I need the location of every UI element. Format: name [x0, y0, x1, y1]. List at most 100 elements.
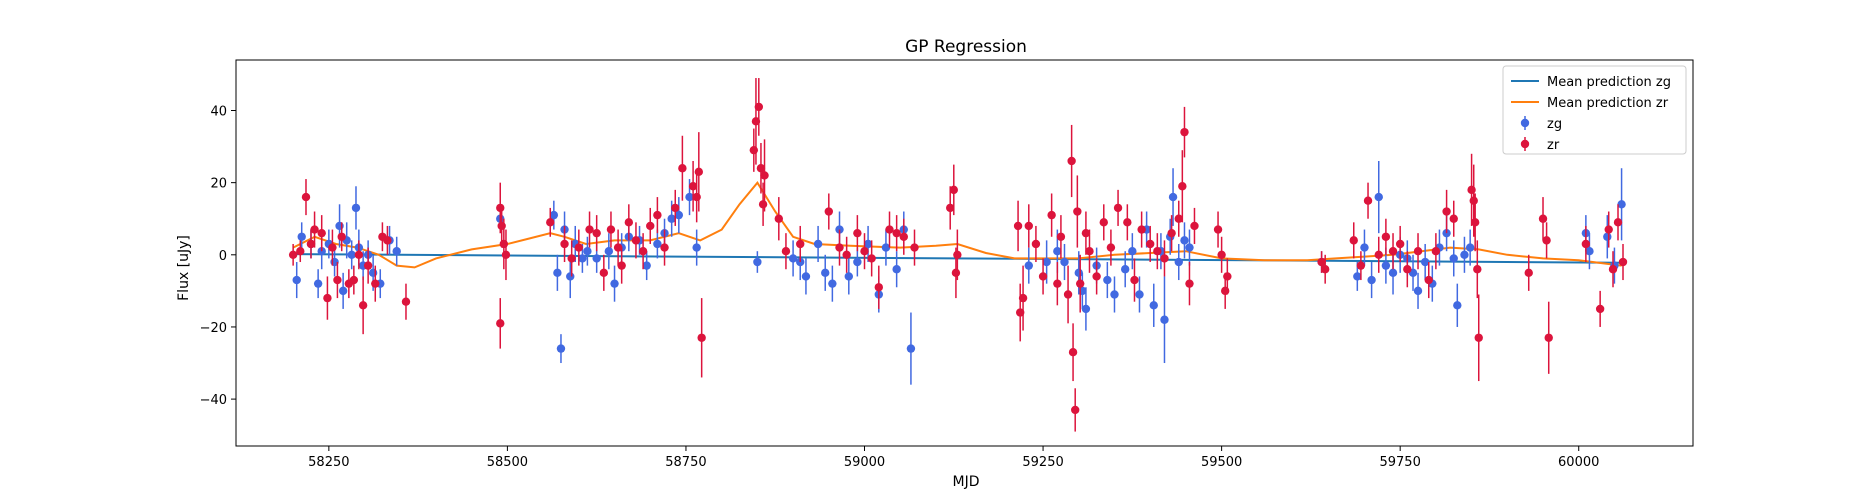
- point-marker: [1113, 203, 1123, 213]
- point-marker: [578, 254, 587, 263]
- point-marker: [624, 218, 634, 227]
- data-point: [1363, 182, 1373, 219]
- data-point: [310, 211, 319, 248]
- data-point: [885, 211, 894, 248]
- point-marker: [631, 236, 641, 245]
- data-point: [1449, 240, 1458, 277]
- data-point: [351, 186, 361, 230]
- y-axis: −40 −20 0 20 40: [200, 105, 236, 408]
- point-marker: [1420, 257, 1430, 267]
- point-marker: [323, 293, 332, 303]
- y-tick-label: 40: [210, 105, 227, 120]
- data-point: [1617, 168, 1626, 241]
- legend-marker-swatch: [1520, 139, 1530, 149]
- point-marker: [1092, 272, 1101, 281]
- data-point: [617, 247, 626, 284]
- point-marker: [1110, 290, 1119, 299]
- point-marker: [301, 192, 311, 202]
- data-point: [1167, 215, 1176, 252]
- data-point: [1160, 276, 1169, 364]
- point-marker: [1063, 290, 1073, 299]
- point-marker: [749, 145, 759, 155]
- data-point: [1608, 251, 1618, 288]
- point-marker: [885, 225, 894, 234]
- data-point: [606, 211, 616, 248]
- data-point: [1356, 251, 1366, 281]
- plot-frame: [235, 59, 1694, 447]
- point-marker: [392, 246, 401, 256]
- point-marker: [583, 246, 592, 256]
- point-marker: [946, 203, 955, 213]
- data-point: [1060, 243, 1069, 281]
- point-marker: [1542, 236, 1551, 245]
- data-point: [1178, 150, 1187, 223]
- data-point: [1073, 175, 1082, 248]
- point-marker: [953, 250, 962, 260]
- data-point: [653, 197, 662, 234]
- point-marker: [842, 250, 851, 260]
- y-axis-label: Flux [uJy]: [176, 235, 192, 301]
- data-point: [774, 197, 784, 241]
- point-marker: [1071, 405, 1080, 415]
- data-point: [613, 229, 623, 266]
- point-marker: [1073, 207, 1082, 216]
- data-point: [1618, 243, 1628, 281]
- point-marker: [1085, 246, 1094, 256]
- point-marker: [1217, 250, 1226, 260]
- data-point: [1053, 262, 1062, 306]
- point-marker: [296, 246, 305, 256]
- data-point: [306, 229, 316, 259]
- data-point: [496, 298, 505, 349]
- point-marker: [566, 272, 575, 281]
- point-marker: [1223, 272, 1232, 281]
- point-marker: [781, 246, 791, 256]
- point-marker: [697, 333, 706, 342]
- point-marker: [692, 243, 701, 252]
- data-point: [1581, 225, 1591, 263]
- data-point: [949, 164, 958, 216]
- data-point: [844, 258, 853, 295]
- point-marker: [1413, 286, 1423, 296]
- point-marker: [1168, 192, 1178, 202]
- legend-label: Mean prediction zg: [1547, 75, 1671, 90]
- chart-title: GP Regression: [905, 37, 1027, 57]
- point-marker: [1403, 265, 1412, 274]
- data-point: [1367, 262, 1376, 299]
- point-marker: [1320, 265, 1330, 274]
- point-marker: [1081, 304, 1091, 314]
- data-point: [946, 186, 955, 230]
- point-marker: [592, 228, 601, 238]
- data-point: [853, 215, 862, 252]
- data-point: [1431, 233, 1441, 270]
- data-point: [781, 233, 791, 270]
- point-marker: [685, 192, 694, 202]
- data-point: [1024, 204, 1033, 248]
- point-marker: [853, 228, 862, 238]
- point-marker: [821, 268, 830, 278]
- y-tick-label: 20: [210, 177, 227, 192]
- data-point: [354, 240, 364, 270]
- point-marker: [756, 164, 766, 173]
- data-point: [323, 276, 332, 320]
- data-point: [692, 229, 701, 266]
- data-point: [1349, 222, 1358, 259]
- point-marker: [1442, 207, 1451, 216]
- point-marker: [549, 210, 559, 220]
- data-point: [892, 251, 901, 288]
- data-point: [1099, 204, 1108, 241]
- data-point: [556, 334, 566, 364]
- data-point: [638, 233, 648, 270]
- point-marker: [1128, 246, 1137, 256]
- data-point: [1047, 193, 1056, 237]
- point-marker: [338, 286, 348, 296]
- data-point: [1613, 204, 1623, 241]
- data-point: [788, 240, 798, 277]
- data-point: [1031, 225, 1041, 263]
- point-marker: [1076, 279, 1085, 288]
- point-marker: [801, 272, 811, 281]
- data-point: [813, 225, 823, 263]
- point-marker: [371, 279, 380, 288]
- data-point: [751, 78, 761, 165]
- data-point: [347, 240, 356, 270]
- point-marker: [951, 268, 961, 278]
